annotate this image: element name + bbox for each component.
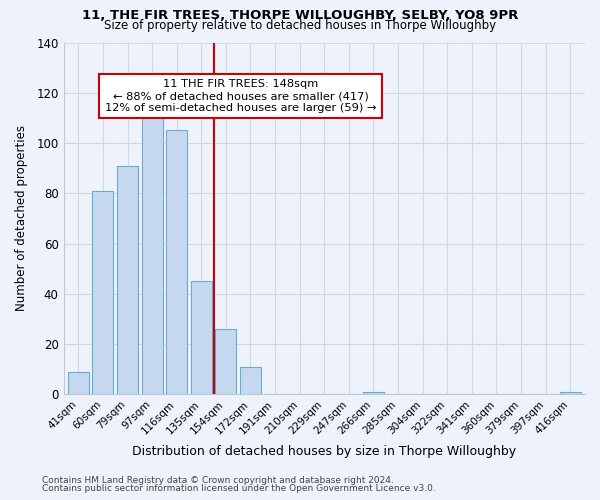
Bar: [240, 367, 261, 394]
Bar: [117, 166, 138, 394]
Text: Contains HM Land Registry data © Crown copyright and database right 2024.: Contains HM Land Registry data © Crown c…: [42, 476, 394, 485]
Text: 11, THE FIR TREES, THORPE WILLOUGHBY, SELBY, YO8 9PR: 11, THE FIR TREES, THORPE WILLOUGHBY, SE…: [82, 9, 518, 22]
Bar: [215, 329, 236, 394]
Bar: [142, 118, 163, 394]
Text: 11 THE FIR TREES: 148sqm
← 88% of detached houses are smaller (417)
12% of semi-: 11 THE FIR TREES: 148sqm ← 88% of detach…: [105, 80, 377, 112]
Bar: [191, 282, 212, 395]
Bar: [560, 392, 581, 394]
Bar: [363, 392, 384, 394]
X-axis label: Distribution of detached houses by size in Thorpe Willoughby: Distribution of detached houses by size …: [132, 444, 517, 458]
Bar: [68, 372, 89, 394]
Bar: [166, 130, 187, 394]
Y-axis label: Number of detached properties: Number of detached properties: [15, 126, 28, 312]
Text: Size of property relative to detached houses in Thorpe Willoughby: Size of property relative to detached ho…: [104, 19, 496, 32]
Text: Contains public sector information licensed under the Open Government Licence v3: Contains public sector information licen…: [42, 484, 436, 493]
Bar: [92, 191, 113, 394]
